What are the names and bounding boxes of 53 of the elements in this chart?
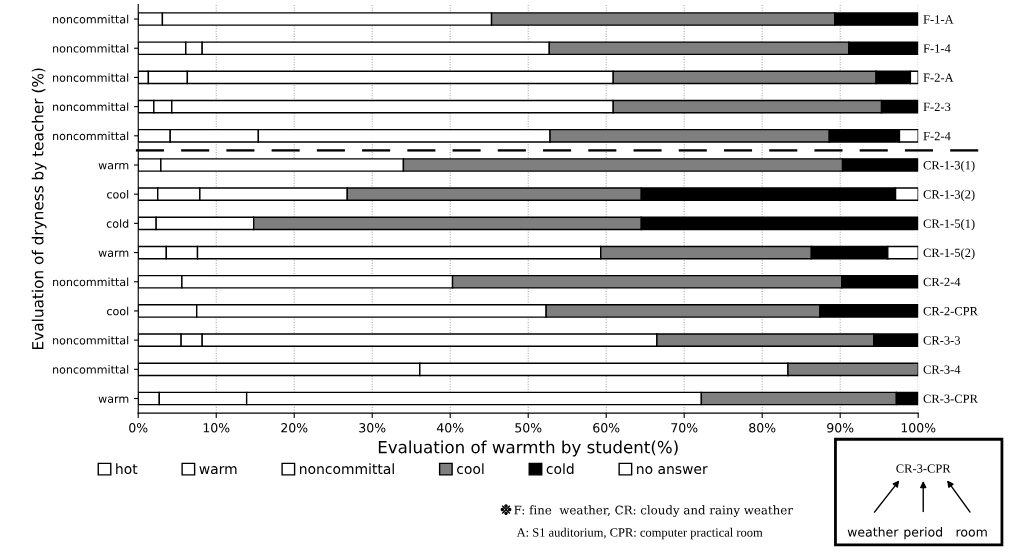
- x-tick-label: 70%: [671, 423, 698, 433]
- y2-tick-label: CR-3-4: [923, 365, 961, 374]
- y2-tick-label: CR-1-5(2): [923, 248, 975, 260]
- y-tick-label: noncommittal: [53, 44, 129, 53]
- y2-tick-label: CR-3-CPR: [923, 394, 978, 403]
- y2-tick-label: F-2-A: [923, 73, 954, 82]
- x-tick-label: 90%: [827, 423, 854, 433]
- y-tick-label: noncommittal: [53, 131, 129, 141]
- x-tick-label: 80%: [749, 423, 776, 433]
- y-tick-label: noncommittal: [53, 335, 129, 345]
- x-tick-label: 0%: [129, 423, 148, 433]
- y2-tick-label: CR-1-3(1): [923, 160, 975, 172]
- x-tick-label: 40%: [436, 423, 464, 433]
- y-tick-label: warm: [98, 162, 129, 170]
- legend-label: cool: [457, 463, 484, 475]
- legend-label: noncommittal: [300, 463, 394, 475]
- y2-tick-label: CR-3-3: [923, 336, 961, 345]
- y-tick-label: cold: [106, 219, 129, 228]
- x-tick-label: 100%: [901, 423, 936, 433]
- legend-label: hot: [116, 463, 138, 475]
- y-axis-title: Evaluation of dryness by teacher (%): [31, 68, 47, 349]
- legend-label: no answer: [637, 466, 708, 475]
- text: A: S1 auditorium, CPR: computer practical room: [516, 527, 763, 540]
- x-tick-label: 50%: [515, 423, 542, 433]
- y-tick-label: noncommittal: [53, 14, 129, 24]
- x-tick-label: 10%: [203, 423, 230, 433]
- text: CR-3-CPR: [896, 464, 951, 473]
- text: weather: [847, 527, 899, 537]
- x-tick-label: 30%: [359, 423, 386, 433]
- x-axis-title: Evaluation of warmth by student(%): [378, 440, 678, 457]
- y-tick-label: noncommittal: [53, 102, 129, 111]
- y2-tick-label: F-2-4: [923, 131, 951, 141]
- y-tick-label: warm: [98, 396, 129, 403]
- text: room: [956, 529, 987, 537]
- x-tick-label: 60%: [593, 423, 620, 433]
- y2-tick-label: CR-1-5(1): [923, 219, 975, 231]
- y2-tick-label: CR-1-3(2): [923, 189, 975, 202]
- y2-tick-label: F-1-A: [923, 15, 954, 24]
- y-tick-label: cool: [107, 189, 129, 199]
- y-tick-label: warm: [98, 250, 129, 257]
- legend-label: cold: [546, 463, 574, 475]
- y-tick-label: noncommittal: [53, 73, 129, 82]
- y-tick-label: noncommittal: [53, 277, 129, 287]
- y2-tick-label: CR-2-CPR: [923, 307, 978, 316]
- legend-label: warm: [199, 466, 237, 475]
- y2-tick-label: F-2-3: [923, 102, 951, 112]
- text: F: fine weather, CR: cloudy and rainy weather: [514, 505, 793, 517]
- y-tick-label: cool: [107, 306, 129, 316]
- y2-tick-label: CR-2-4: [923, 277, 961, 287]
- y-tick-label: noncommittal: [53, 365, 129, 374]
- y2-tick-label: F-1-4: [923, 44, 951, 53]
- x-tick-label: 20%: [281, 423, 308, 433]
- text: period: [904, 527, 943, 540]
